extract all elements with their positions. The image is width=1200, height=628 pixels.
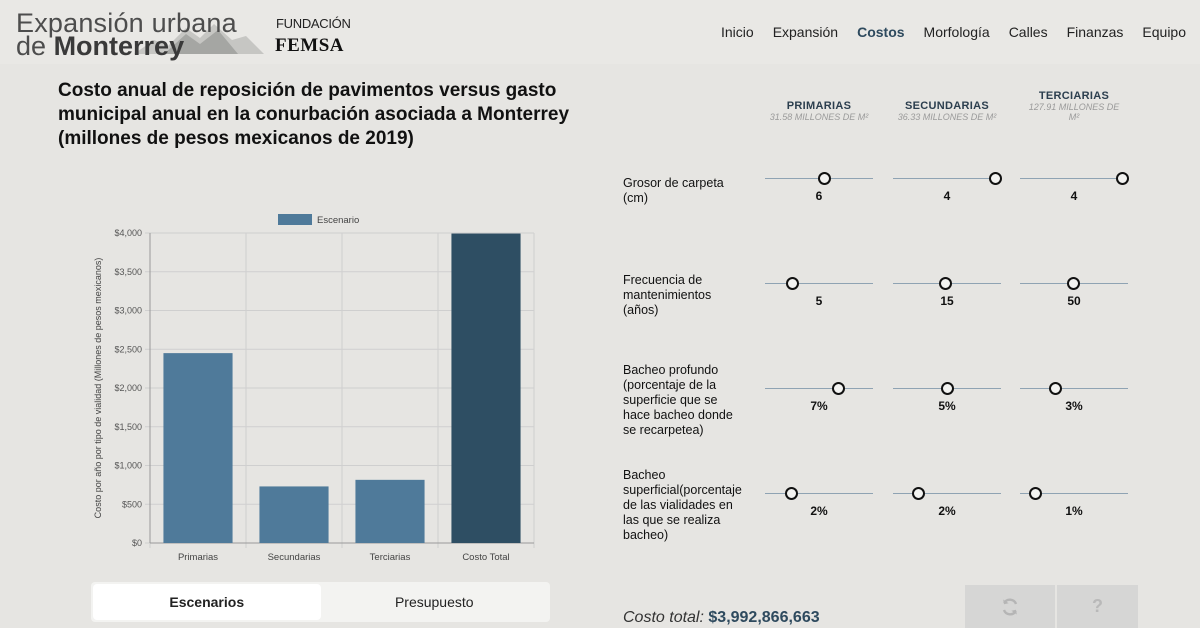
y-axis-label: Costo por año por tipo de vialidad (Mill… <box>93 258 103 519</box>
slider-frecuencia-terciarias[interactable] <box>1020 277 1128 291</box>
partner-logo-main: FEMSA <box>275 35 344 56</box>
column-header-secundarias: SECUNDARIAS 36.33 MILLONES DE M² <box>887 100 1007 122</box>
reset-button[interactable] <box>965 585 1055 628</box>
y-tick-label: $3,500 <box>114 267 142 277</box>
nav-costos[interactable]: Costos <box>857 24 905 40</box>
slider-value: 4 <box>943 189 951 203</box>
slider-frecuencia-secundarias[interactable] <box>893 277 1001 291</box>
y-tick-label: $0 <box>132 538 142 548</box>
y-tick-label: $1,500 <box>114 422 142 432</box>
y-tick-label: $4,000 <box>114 228 142 238</box>
y-tick-label: $1,000 <box>114 461 142 471</box>
logo-title-line2: de Monterrey <box>16 31 184 62</box>
help-button[interactable]: ? <box>1057 585 1138 628</box>
partner-logo-top: FUNDACIÓN <box>276 16 351 31</box>
row-label-frecuencia: Frecuencia de mantenimientos (años) <box>623 273 712 317</box>
slider-knob[interactable] <box>1115 172 1129 185</box>
x-tick-label: Primarias <box>178 552 218 563</box>
x-tick-label: Terciarias <box>370 552 411 563</box>
slider-bacheo-profundo-primarias[interactable] <box>765 382 873 396</box>
slider-knob[interactable] <box>786 277 799 290</box>
slider-grosor-secundarias[interactable] <box>893 172 1002 186</box>
slider-knob[interactable] <box>988 172 1002 185</box>
column-name: SECUNDARIAS <box>905 100 989 112</box>
nav-finanzas[interactable]: Finanzas <box>1066 24 1124 40</box>
slider-knob[interactable] <box>941 382 954 395</box>
slider-value: 15 <box>940 294 954 308</box>
refresh-icon <box>1002 597 1018 616</box>
slider-bacheo-profundo-terciarias[interactable] <box>1020 382 1128 396</box>
slider-bacheo-profundo-secundarias[interactable] <box>893 382 1001 396</box>
total-cost: Costo total: $3,992,866,663 <box>623 609 820 627</box>
slider-value: 6 <box>815 189 823 203</box>
column-name: PRIMARIAS <box>786 100 852 112</box>
slider-knob[interactable] <box>1048 382 1062 395</box>
slider-knob[interactable] <box>911 487 925 500</box>
logo-title-prefix: de <box>16 31 47 61</box>
slider-knob[interactable] <box>784 487 798 500</box>
slider-value: 2% <box>810 504 828 518</box>
slider-value: 3% <box>1065 399 1083 413</box>
slider-value: 5 <box>815 294 823 308</box>
mountain-logo-icon <box>134 24 264 54</box>
slider-knob[interactable] <box>1066 277 1080 290</box>
total-cost-value: $3,992,866,663 <box>708 609 820 626</box>
nav-calles[interactable]: Calles <box>1008 24 1048 40</box>
slider-value: 5% <box>938 399 956 413</box>
bar-terciarias <box>355 479 425 543</box>
slider-knob[interactable] <box>938 277 952 290</box>
column-area: 31.58 MILLONES DE M² <box>769 112 869 122</box>
slider-knob[interactable] <box>832 382 846 395</box>
column-header-primarias: PRIMARIAS 31.58 MILLONES DE M² <box>759 100 879 122</box>
nav-expansion[interactable]: Expansión <box>772 24 839 40</box>
column-name: TERCIARIAS <box>1038 90 1110 102</box>
nav-inicio[interactable]: Inicio <box>721 24 754 40</box>
row-label-bacheo-superficial: Bacheo superficial(porcentaje de las via… <box>623 468 742 542</box>
legend-label: Escenario <box>317 215 359 226</box>
y-tick-label: $500 <box>122 499 142 509</box>
site-logo[interactable]: Expansión urbana de Monterrey FUNDACIÓN … <box>14 6 351 62</box>
y-tick-label: $2,000 <box>114 383 142 393</box>
x-tick-label: Secundarias <box>268 552 321 563</box>
cost-bar-chart: $0 $500 $1,000 $1,500 $2,000 $2,500 $3,000 $3,5… <box>93 214 535 563</box>
slider-knob[interactable] <box>818 172 832 185</box>
slider-value: 4 <box>1070 189 1078 203</box>
y-tick-label: $3,000 <box>114 306 142 316</box>
page-title: Costo anual de reposición de pavimentos … <box>58 80 570 149</box>
slider-value: 7% <box>810 399 828 413</box>
slider-bacheo-superficial-terciarias[interactable] <box>1020 487 1128 501</box>
logo-title-city: Monterrey <box>53 31 185 61</box>
slider-knob[interactable] <box>1029 487 1043 500</box>
column-header-terciarias: TERCIARIAS 127.91 MILLONES DE M² <box>1014 90 1134 122</box>
row-label-bacheo-profundo: Bacheo profundo (porcentaje de la superf… <box>623 363 733 437</box>
column-area: 36.33 MILLONES DE M² <box>897 112 997 122</box>
bar-secundarias <box>259 486 329 543</box>
column-area: 127.91 MILLONES DE M² <box>1028 102 1120 122</box>
slider-bacheo-superficial-secundarias[interactable] <box>893 487 1001 501</box>
slider-grosor-primarias[interactable] <box>765 172 873 186</box>
total-cost-label: Costo total: <box>623 609 704 626</box>
slider-frecuencia-primarias[interactable] <box>765 277 873 291</box>
nav-equipo[interactable]: Equipo <box>1142 24 1186 40</box>
view-tabs: Escenarios Presupuesto <box>91 582 550 622</box>
tab-presupuesto[interactable]: Presupuesto <box>394 594 474 610</box>
nav-morfologia[interactable]: Morfología <box>923 24 990 40</box>
slider-grosor-terciarias[interactable] <box>1020 172 1129 186</box>
slider-value: 2% <box>938 504 956 518</box>
legend-swatch <box>278 214 312 225</box>
slider-bacheo-superficial-primarias[interactable] <box>765 487 873 501</box>
top-header: Expansión urbana de Monterrey FUNDACIÓN … <box>0 0 1200 64</box>
bar-primarias <box>163 353 233 543</box>
y-tick-label: $2,500 <box>114 344 142 354</box>
slider-value: 50 <box>1067 294 1081 308</box>
slider-value: 1% <box>1065 504 1083 518</box>
logo-title-line1: Expansión urbana <box>16 8 237 38</box>
bar-costo-total <box>451 233 521 544</box>
main-nav: Inicio Expansión Costos Morfología Calle… <box>721 24 1186 40</box>
row-label-grosor: Grosor de carpeta (cm) <box>623 176 724 205</box>
tab-escenarios[interactable]: Escenarios <box>93 584 321 620</box>
x-tick-label: Costo Total <box>462 552 509 563</box>
